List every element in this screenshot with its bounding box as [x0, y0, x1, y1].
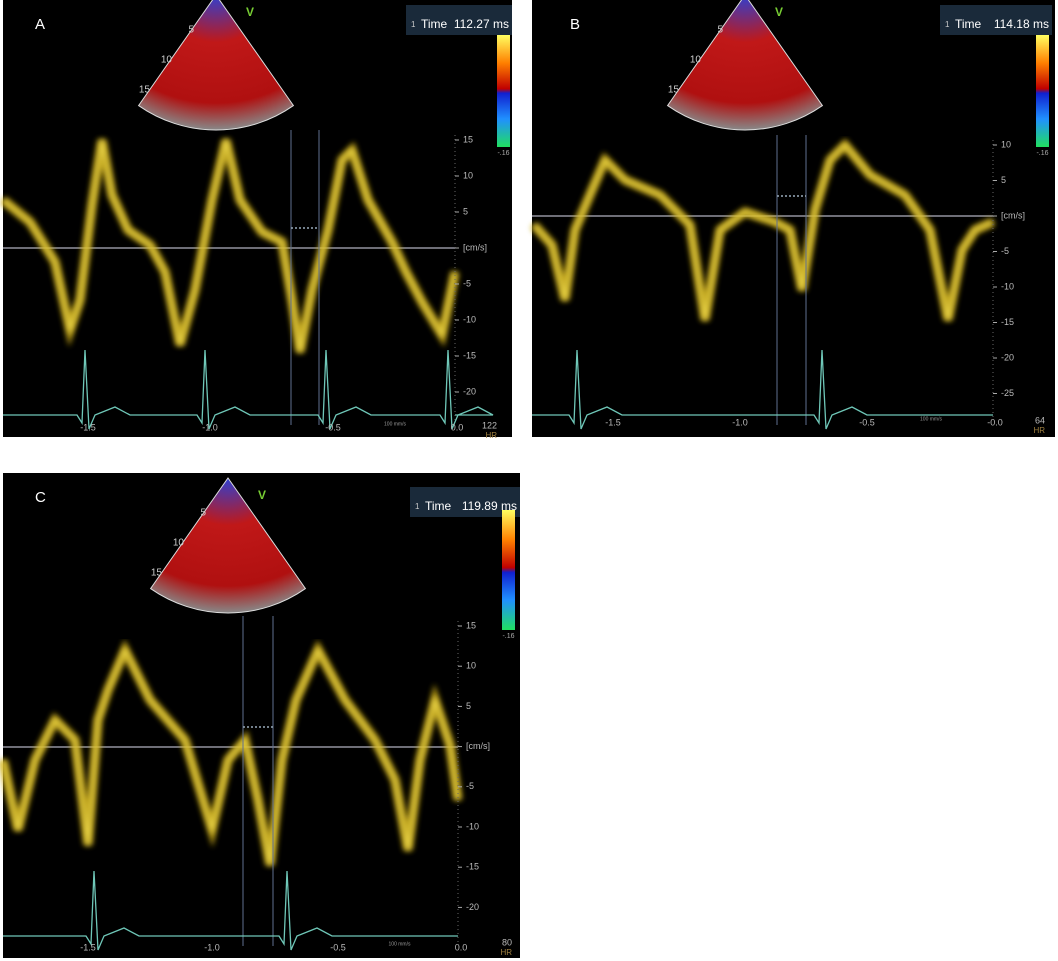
- hr-value: 122: [482, 420, 497, 430]
- sweep-speed: 100 mm/s: [384, 421, 406, 427]
- ecg-trace: [532, 349, 993, 430]
- time-value: 114.18 ms: [994, 17, 1049, 31]
- time-index: 1: [415, 502, 420, 511]
- y-tick-label: [cm/s]: [1001, 210, 1025, 220]
- y-tick-label: [cm/s]: [466, 741, 490, 751]
- y-tick-label: -20: [466, 902, 479, 912]
- sweep-speed: 100 mm/s: [920, 416, 942, 422]
- time-value: 119.89 ms: [462, 499, 517, 513]
- y-tick-label: -5: [1001, 246, 1009, 256]
- time-index: 1: [411, 20, 416, 29]
- y-tick-label: 15: [466, 620, 476, 630]
- doppler-trace-core: [2, 139, 457, 353]
- x-tick-label: 0.0: [455, 942, 468, 952]
- x-tick-label: -1.0: [202, 422, 218, 432]
- echo-sector: [137, 0, 295, 131]
- depth-tick-label: 10: [161, 55, 173, 66]
- panel: A V 5 10 15 1 Time 112.27 ms -.16 15 10 5 [cm/s] -5 -1…: [0, 0, 512, 440]
- doppler-trace-core: [1, 646, 460, 866]
- depth-tick-label: 15: [151, 568, 163, 579]
- echo-sector: [666, 0, 824, 131]
- y-tick-label: -15: [463, 350, 476, 360]
- y-tick-label: [cm/s]: [463, 242, 487, 252]
- y-tick-label: 10: [466, 661, 476, 671]
- depth-tick-label: 5: [200, 508, 206, 519]
- y-tick-label: -20: [1001, 352, 1014, 362]
- sweep-speed: 100 mm/s: [389, 941, 411, 947]
- x-tick-label: -1.5: [80, 942, 96, 952]
- y-tick-label: 10: [463, 170, 473, 180]
- x-tick-label: 0.0: [451, 422, 464, 432]
- panel-label: B: [570, 16, 580, 33]
- panel-label: A: [35, 16, 45, 33]
- depth-tick-label: 5: [188, 25, 194, 36]
- panel: C V 5 10 15 1 Time 119.89 ms -.16 15 10 5 [cm/s] -5 -1…: [0, 473, 520, 958]
- ecg-trace: [3, 349, 494, 430]
- color-bar-min: -.16: [497, 150, 509, 157]
- hr-value: 64: [1035, 415, 1045, 425]
- y-tick-label: -10: [463, 314, 476, 324]
- depth-tick-label: 5: [717, 25, 723, 36]
- doppler-trace-core: [532, 142, 994, 321]
- time-label: Time: [425, 499, 452, 513]
- time-box: [406, 5, 512, 35]
- color-bar: [497, 35, 510, 147]
- y-tick-label: 5: [1001, 175, 1006, 185]
- x-tick-label: -0.5: [325, 422, 341, 432]
- color-bar-min: -.16: [1036, 150, 1048, 157]
- y-tick-label: -20: [463, 386, 476, 396]
- time-value: 112.27 ms: [454, 17, 509, 31]
- hr-label: HR: [500, 948, 512, 957]
- time-box: [410, 487, 520, 517]
- time-box: [940, 5, 1052, 35]
- time-label: Time: [421, 17, 448, 31]
- x-tick-label: -1.0: [204, 942, 220, 952]
- color-bar-min: -.16: [502, 633, 514, 640]
- time-index: 1: [945, 20, 950, 29]
- y-tick-label: 5: [463, 206, 468, 216]
- y-tick-label: -15: [466, 862, 479, 872]
- time-label: Time: [955, 17, 982, 31]
- hr-label: HR: [1033, 426, 1045, 435]
- x-tick-label: -1.5: [80, 422, 96, 432]
- hr-value: 80: [502, 937, 512, 947]
- x-tick-label: -0.5: [859, 417, 875, 427]
- depth-tick-label: 10: [690, 55, 702, 66]
- y-tick-label: -25: [1001, 388, 1014, 398]
- y-tick-label: 10: [1001, 139, 1011, 149]
- probe-marker: V: [258, 488, 266, 502]
- x-tick-label: -0.5: [330, 942, 346, 952]
- x-tick-label: -1.5: [605, 417, 621, 427]
- y-tick-label: -10: [466, 821, 479, 831]
- y-tick-label: -15: [1001, 317, 1014, 327]
- x-tick-label: -1.0: [732, 417, 748, 427]
- ecg-trace: [3, 870, 458, 951]
- y-tick-label: -5: [463, 278, 471, 288]
- hr-label: HR: [485, 431, 497, 440]
- depth-tick-label: 15: [139, 85, 151, 96]
- panel: B V 5 10 15 1 Time 114.18 ms -.16 10 5 [cm/s] -5 -10 -…: [530, 0, 1055, 437]
- depth-tick-label: 10: [173, 538, 185, 549]
- x-tick-label: -0.0: [987, 417, 1003, 427]
- y-tick-label: 5: [466, 701, 471, 711]
- probe-marker: V: [246, 5, 254, 19]
- probe-marker: V: [775, 5, 783, 19]
- color-bar: [502, 510, 515, 630]
- y-tick-label: 15: [463, 134, 473, 144]
- y-tick-label: -5: [466, 781, 474, 791]
- echo-sector: [149, 477, 307, 614]
- y-tick-label: -10: [1001, 281, 1014, 291]
- depth-tick-label: 15: [668, 85, 680, 96]
- color-bar: [1036, 35, 1049, 147]
- panel-label: C: [35, 489, 46, 506]
